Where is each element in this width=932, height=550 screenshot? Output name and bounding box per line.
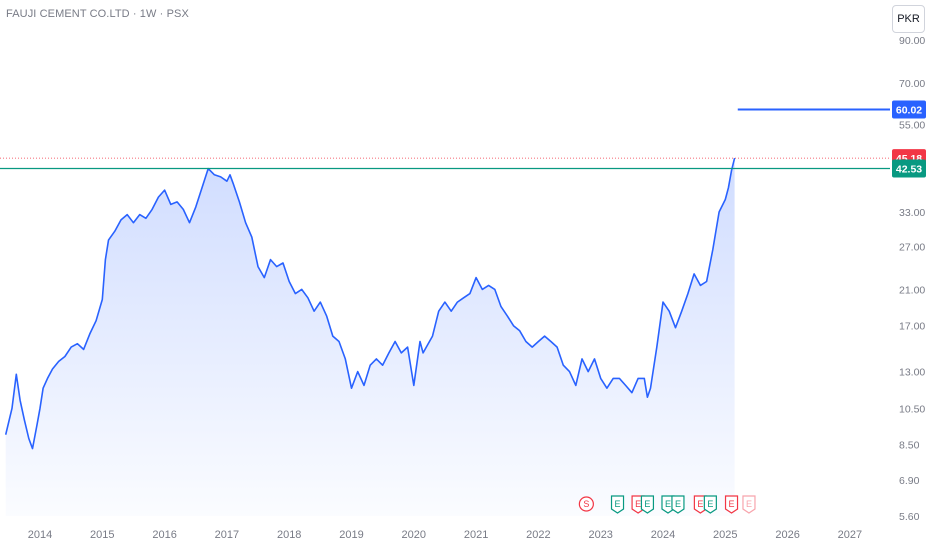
earnings-event-icon[interactable]: E [742,495,756,514]
y-tick-label: 21.00 [899,284,925,296]
x-tick-label: 2025 [713,529,737,541]
x-tick-label: 2015 [90,529,114,541]
svg-text:E: E [729,499,735,509]
y-tick-label: 17.00 [899,321,925,333]
x-tick-label: 2027 [838,529,862,541]
earnings-event-icon[interactable]: E [640,495,655,514]
y-tick-label: 13.00 [899,367,925,379]
y-tick-label: 8.50 [899,439,920,451]
chart-title: FAUJI CEMENT CO.LTD · 1W · PSX [6,8,189,20]
earnings-event-icon[interactable]: E [610,495,625,514]
svg-text:E: E [615,499,621,509]
svg-text:E: E [644,499,650,509]
svg-text:E: E [746,499,752,509]
x-tick-label: 2019 [339,529,363,541]
price-line[interactable] [4,157,736,450]
currency-button[interactable]: PKR [892,5,925,33]
svg-text:S: S [583,499,589,509]
x-tick-label: 2017 [215,529,239,541]
y-tick-label: 33.00 [899,207,925,219]
svg-text:E: E [707,499,713,509]
x-tick-label: 2018 [277,529,301,541]
x-tick-label: 2022 [526,529,550,541]
split-event-icon[interactable]: S [578,496,594,512]
price-tag-target: 60.02 [892,100,926,119]
x-tick-label: 2026 [775,529,799,541]
svg-text:60.02: 60.02 [896,104,922,116]
y-tick-label: 55.00 [899,119,925,131]
earnings-event-icon[interactable]: E [724,495,739,514]
y-tick-label: 90.00 [899,35,925,47]
price-tag-support: 42.53 [892,159,926,178]
x-tick-label: 2020 [402,529,426,541]
svg-text:42.53: 42.53 [896,163,922,175]
svg-text:E: E [635,499,641,509]
x-tick-label: 2014 [28,529,52,541]
x-tick-label: 2021 [464,529,488,541]
price-area [5,158,735,516]
earnings-event-icon[interactable]: E [671,495,685,514]
x-tick-label: 2024 [651,529,675,541]
y-tick-label: 6.90 [899,475,920,487]
x-tick-label: 2023 [588,529,612,541]
earnings-event-icon[interactable]: E [703,495,717,514]
svg-text:E: E [665,499,671,509]
svg-text:E: E [675,499,681,509]
y-tick-label: 27.00 [899,241,925,253]
y-tick-label: 10.50 [899,403,925,415]
x-tick-label: 2016 [152,529,176,541]
y-tick-label: 70.00 [899,78,925,90]
y-tick-label: 5.60 [899,511,920,523]
svg-text:E: E [697,499,703,509]
